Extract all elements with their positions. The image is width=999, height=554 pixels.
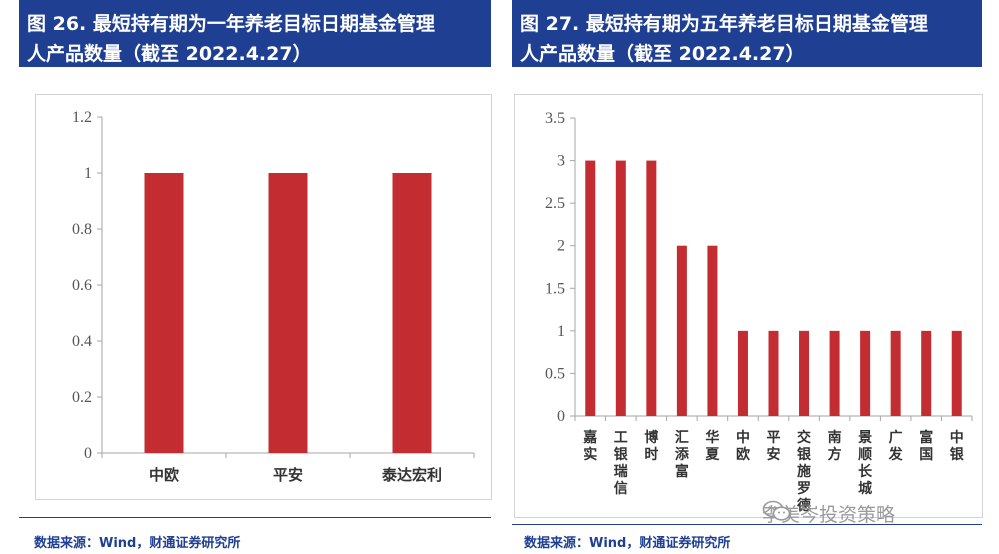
right-chart-y-tick-label: 3: [557, 153, 565, 170]
left-chart-x-tick-label: 平安: [273, 466, 303, 484]
chart-panel-left: 图 26. 最短持有期为一年养老目标日期基金管理 人产品数量（截至 2022.4…: [19, 0, 492, 500]
right-chart-x-tick-label: 博时: [644, 429, 658, 463]
right-chart-bar: [799, 330, 810, 416]
right-chart-y-tick-label: 1: [557, 323, 565, 340]
left-chart-y-tick-label: 1.2: [72, 109, 92, 126]
right-chart-x-tick-label: 交银施罗德: [797, 429, 812, 514]
right-chart-bar: [676, 245, 687, 416]
right-chart-x-tick-label: 华夏: [705, 429, 720, 463]
left-chart-y-tick-label: 1: [84, 165, 92, 182]
left-chart-y-tick-label: 0.6: [72, 277, 92, 294]
right-chart-bar: [585, 160, 596, 416]
chart-panel-right: 图 27. 最短持有期为五年养老目标日期基金管理 人产品数量（截至 2022.4…: [512, 0, 983, 518]
right-chart-x-tick-label: 景顺长城: [858, 430, 873, 497]
source-note-left: 数据来源：Wind，财通证券研究所: [34, 536, 241, 551]
right-chart-x-tick-label: 平安: [767, 430, 781, 463]
source-divider-right: [512, 524, 982, 525]
right-chart-x-tick-label: 广发: [888, 429, 904, 463]
chart-frame-right: 0 0.5 1 1.5 2 2.5 3 3.5 嘉实 工银瑞信 博时 汇添富 华夏 中欧 平安 交银施罗德 南方…: [514, 94, 983, 518]
chart-title-right: 图 27. 最短持有期为五年养老目标日期基金管理 人产品数量（截至 2022.4…: [512, 0, 982, 67]
chart-title-left-line2: 人产品数量（截至 2022.4.27）: [27, 43, 312, 65]
left-chart-bar: [392, 173, 432, 453]
source-note-right: 数据来源：Wind，财通证券研究所: [524, 536, 731, 551]
right-chart-x-tick-label: 富国: [919, 429, 933, 463]
right-chart-y-tick-label: 2.5: [545, 195, 565, 212]
left-chart-y-tick-label: 0: [84, 445, 92, 462]
right-chart-y-tick-label: 1.5: [545, 280, 565, 297]
chart-title-right-line2: 人产品数量（截至 2022.4.27）: [520, 43, 805, 65]
right-chart-x-tick-label: 汇添富: [675, 430, 690, 480]
left-chart-bar: [268, 173, 308, 453]
right-chart-bar: [951, 330, 962, 416]
left-chart-y-tick-label: 0.8: [72, 221, 92, 238]
right-chart-bar: [860, 330, 871, 416]
chart-frame-left: 0 0.2 0.4 0.6 0.8 1 1.2 中欧 平安 泰达宏利: [35, 94, 492, 500]
right-chart-bar: [921, 330, 932, 416]
right-chart-x-tick-label: 南方: [828, 429, 842, 463]
right-chart-bar: [737, 330, 748, 416]
watermark: 李美岑投资策略: [762, 500, 895, 527]
chart-title-left: 图 26. 最短持有期为一年养老目标日期基金管理 人产品数量（截至 2022.4…: [19, 0, 491, 67]
right-chart-y-tick-label: 0.5: [545, 365, 565, 382]
chart-title-left-line1: 图 26. 最短持有期为一年养老目标日期基金管理: [27, 13, 435, 35]
right-chart-bar: [768, 330, 779, 416]
right-chart-x-tick-label: 嘉实: [582, 429, 597, 463]
watermark-text: 李美岑投资策略: [762, 504, 896, 526]
source-divider-left: [19, 517, 491, 518]
right-chart-y-tick-label: 3.5: [545, 110, 565, 127]
right-chart-y-tick-label: 0: [557, 408, 565, 425]
left-chart-x-tick-label: 泰达宏利: [381, 466, 442, 484]
right-chart-bar: [890, 330, 901, 416]
right-chart-x-tick-label: 中银: [950, 429, 965, 463]
right-chart-bar: [646, 160, 657, 416]
right-chart-bar: [707, 245, 718, 416]
left-chart-y-tick-label: 0.4: [72, 333, 92, 350]
right-chart-bar: [615, 160, 626, 416]
left-chart-y-tick-label: 0.2: [72, 389, 92, 406]
right-chart-y-tick-label: 2: [557, 238, 565, 255]
right-chart-bar: [829, 330, 840, 416]
left-chart-bar: [144, 173, 184, 453]
right-chart-x-tick-label: 工银瑞信: [614, 430, 629, 497]
right-chart-x-tick-label: 中欧: [736, 429, 750, 463]
left-chart-x-tick-label: 中欧: [149, 466, 179, 484]
bar-chart-left: 0 0.2 0.4 0.6 0.8 1 1.2 中欧 平安 泰达宏利: [72, 109, 475, 484]
chart-title-right-line1: 图 27. 最短持有期为五年养老目标日期基金管理: [520, 13, 928, 35]
wechat-icon: [762, 500, 791, 521]
